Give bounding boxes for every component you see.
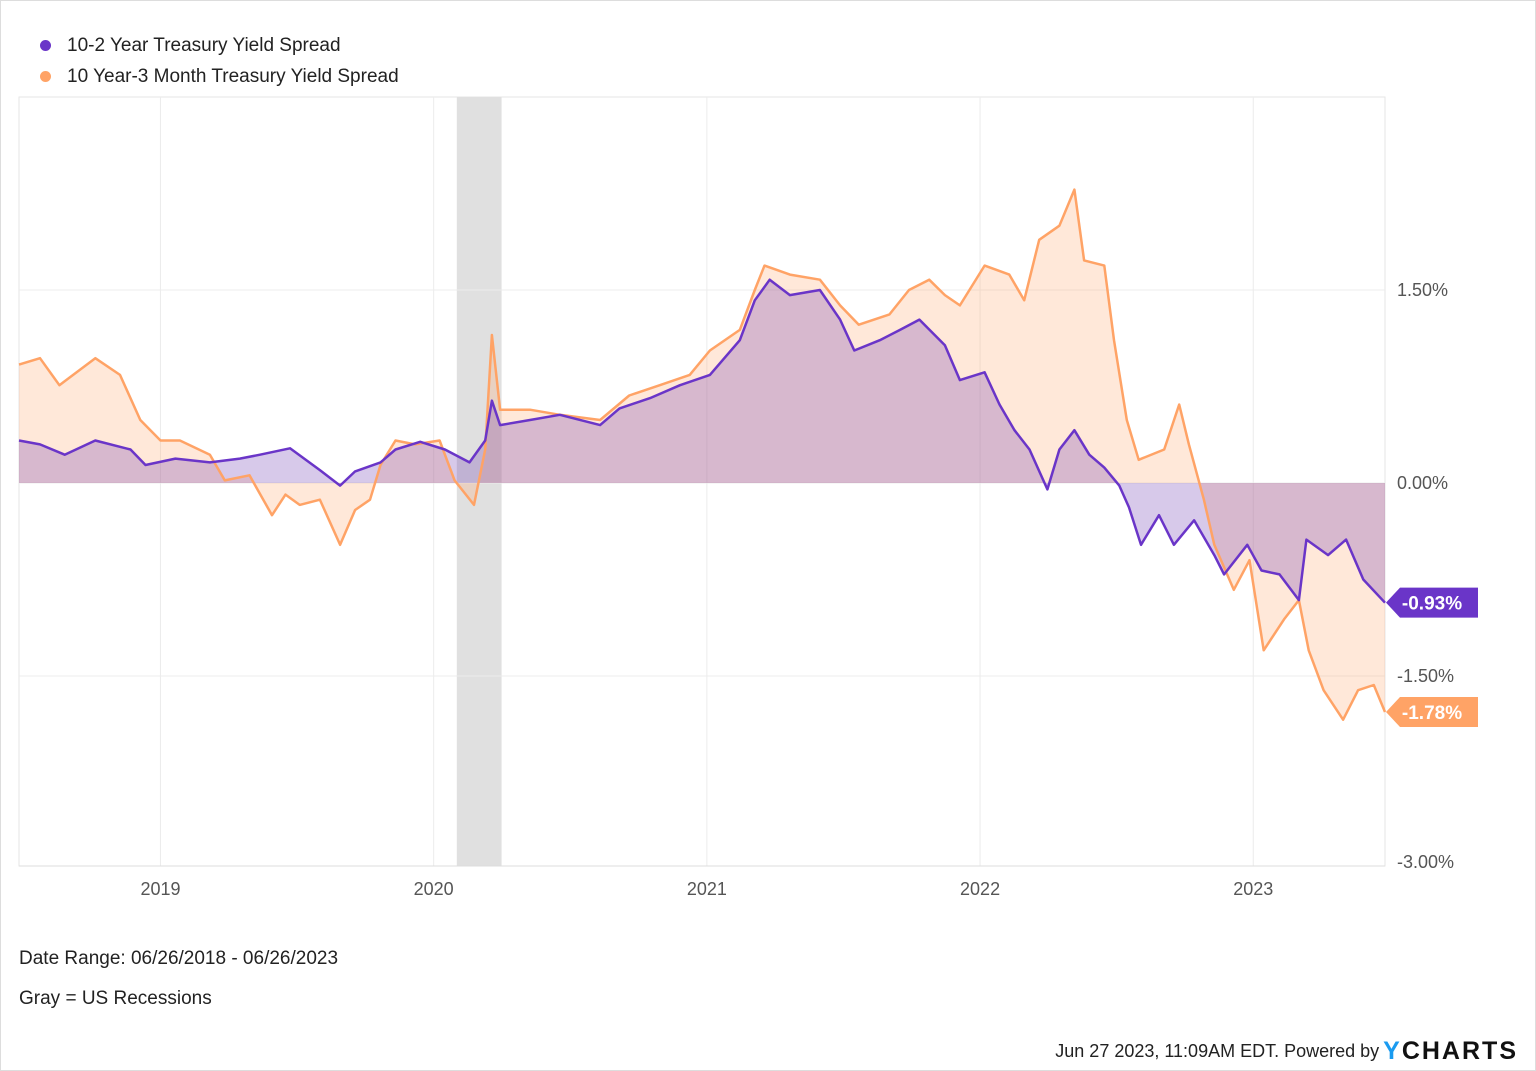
area-10-3m	[19, 189, 1385, 720]
legend-item-10-3m[interactable]: 10 Year-3 Month Treasury Yield Spread	[40, 61, 399, 92]
area-10-2	[19, 279, 1385, 603]
y-tick-label: 0.00%	[1397, 473, 1448, 493]
last-value-flag-10-3m	[1386, 697, 1478, 728]
legend-item-10-2[interactable]: 10-2 Year Treasury Yield Spread	[40, 30, 399, 61]
timestamp: Jun 27 2023, 11:09AM EDT. Powered by	[1055, 1041, 1380, 1061]
x-tick-label: 2021	[687, 879, 727, 899]
y-tick-label: -3.00%	[1397, 852, 1454, 872]
last-value-label-10-3m: -1.78%	[1402, 703, 1462, 724]
footer: Jun 27 2023, 11:09AM EDT. Powered by YCH…	[1055, 1037, 1518, 1066]
last-value-flag-10-2	[1386, 587, 1478, 618]
legend: 10-2 Year Treasury Yield Spread 10 Year-…	[40, 30, 399, 92]
legend-marker-10-2	[40, 40, 51, 51]
logo-text: CHARTS	[1401, 1037, 1518, 1065]
ycharts-logo[interactable]: YCHARTS	[1383, 1037, 1518, 1066]
legend-label-10-2: 10-2 Year Treasury Yield Spread	[67, 34, 341, 56]
x-tick-label: 2022	[960, 879, 1000, 899]
y-tick-label: 1.50%	[1397, 280, 1448, 300]
x-tick-label: 2020	[414, 879, 454, 899]
date-range-note: Date Range: 06/26/2018 - 06/26/2023	[19, 948, 339, 969]
recession-note: Gray = US Recessions	[19, 988, 212, 1009]
legend-label-10-3m: 10 Year-3 Month Treasury Yield Spread	[67, 65, 399, 87]
x-tick-label: 2019	[140, 879, 180, 899]
line-10-3m	[18, 188, 1387, 721]
last-value-label-10-2: -0.93%	[1402, 594, 1462, 615]
legend-marker-10-3m	[40, 71, 51, 82]
y-tick-label: -1.50%	[1397, 666, 1454, 686]
x-tick-label: 2023	[1233, 879, 1273, 899]
logo-y: Y	[1383, 1037, 1402, 1065]
line-10-2	[18, 278, 1386, 604]
